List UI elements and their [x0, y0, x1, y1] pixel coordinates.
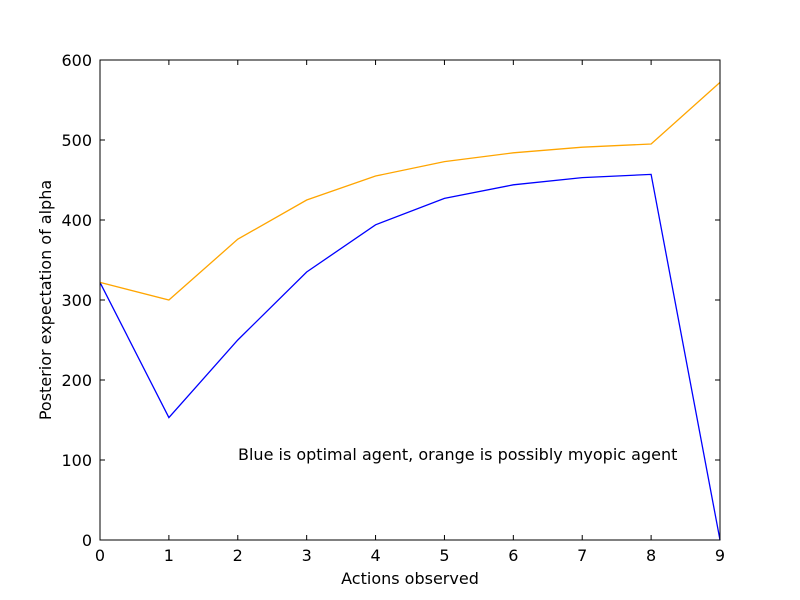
x-tick-label: 3 [302, 546, 312, 565]
x-tick-label: 1 [164, 546, 174, 565]
y-tick-label: 200 [61, 371, 92, 390]
series-line-1 [99, 173, 721, 541]
x-tick-label: 5 [439, 546, 449, 565]
y-tick-label: 400 [61, 211, 92, 230]
plot-area [100, 60, 720, 540]
series-layer [99, 81, 721, 541]
series-line-2 [99, 81, 721, 301]
y-tick-label: 0 [82, 531, 92, 550]
x-tick-label: 2 [233, 546, 243, 565]
y-tick-label: 100 [61, 451, 92, 470]
y-tick-label: 300 [61, 291, 92, 310]
x-tick-label: 9 [715, 546, 725, 565]
x-axis: 0 1 2 3 4 5 6 7 8 9 [95, 60, 725, 565]
y-tick-label: 600 [61, 51, 92, 70]
y-axis-label: Posterior expectation of alpha [36, 180, 55, 420]
annotation-text: Blue is optimal agent, orange is possibl… [238, 445, 677, 464]
x-tick-label: 8 [646, 546, 656, 565]
x-tick-label: 7 [577, 546, 587, 565]
x-tick-label: 0 [95, 546, 105, 565]
x-axis-label: Actions observed [341, 569, 479, 588]
x-tick-label: 4 [370, 546, 380, 565]
x-tick-label: 6 [508, 546, 518, 565]
y-tick-label: 500 [61, 131, 92, 150]
y-axis: 0 100 200 300 400 500 600 [61, 51, 720, 550]
